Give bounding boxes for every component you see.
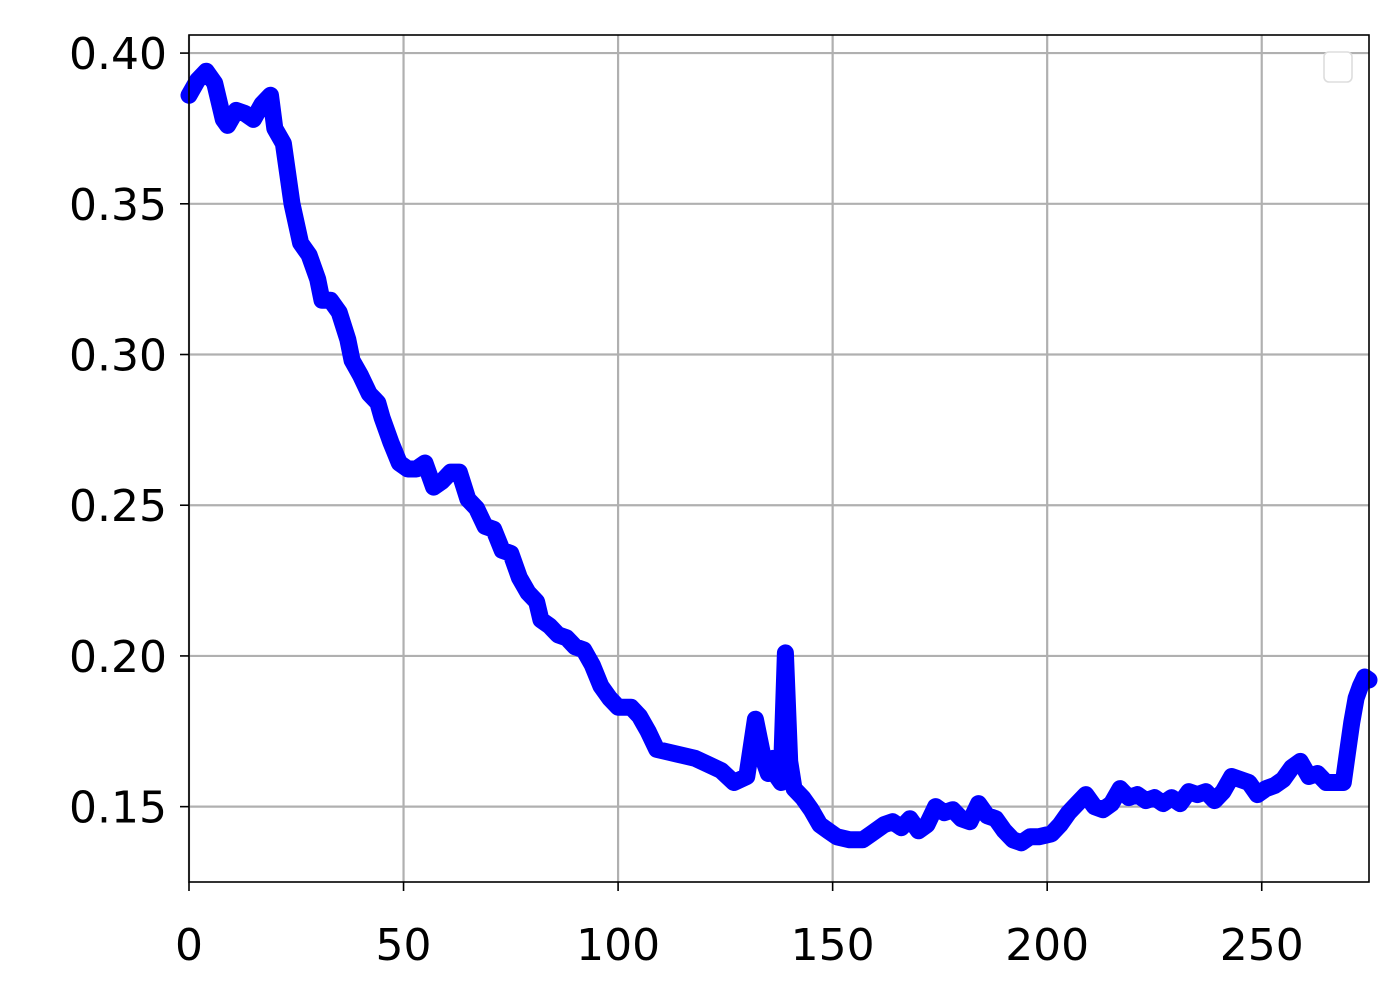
series-line [180, 62, 1378, 852]
y-tick-label: 0.20 [69, 632, 167, 683]
plot-frame [188, 34, 1370, 883]
x-tick-label: 250 [1220, 920, 1304, 971]
y-tick-label: 0.15 [69, 783, 167, 834]
x-tick-label: 150 [791, 920, 875, 971]
x-tick-label: 0 [175, 920, 203, 971]
x-tick-label: 50 [376, 920, 432, 971]
y-tick-label: 0.30 [69, 331, 167, 382]
y-tick-label: 0.25 [69, 481, 167, 532]
x-tick-label: 100 [576, 920, 660, 971]
x-tick-label: 200 [1005, 920, 1089, 971]
y-tick-label: 0.40 [69, 29, 167, 80]
series-layer [180, 62, 1378, 852]
axes: 0 50 100 150 200 250 0.15 0.20 0.25 0.30 0.35 0.40 [69, 29, 1304, 971]
y-tick-label: 0.35 [69, 180, 167, 231]
legend [1323, 51, 1353, 83]
